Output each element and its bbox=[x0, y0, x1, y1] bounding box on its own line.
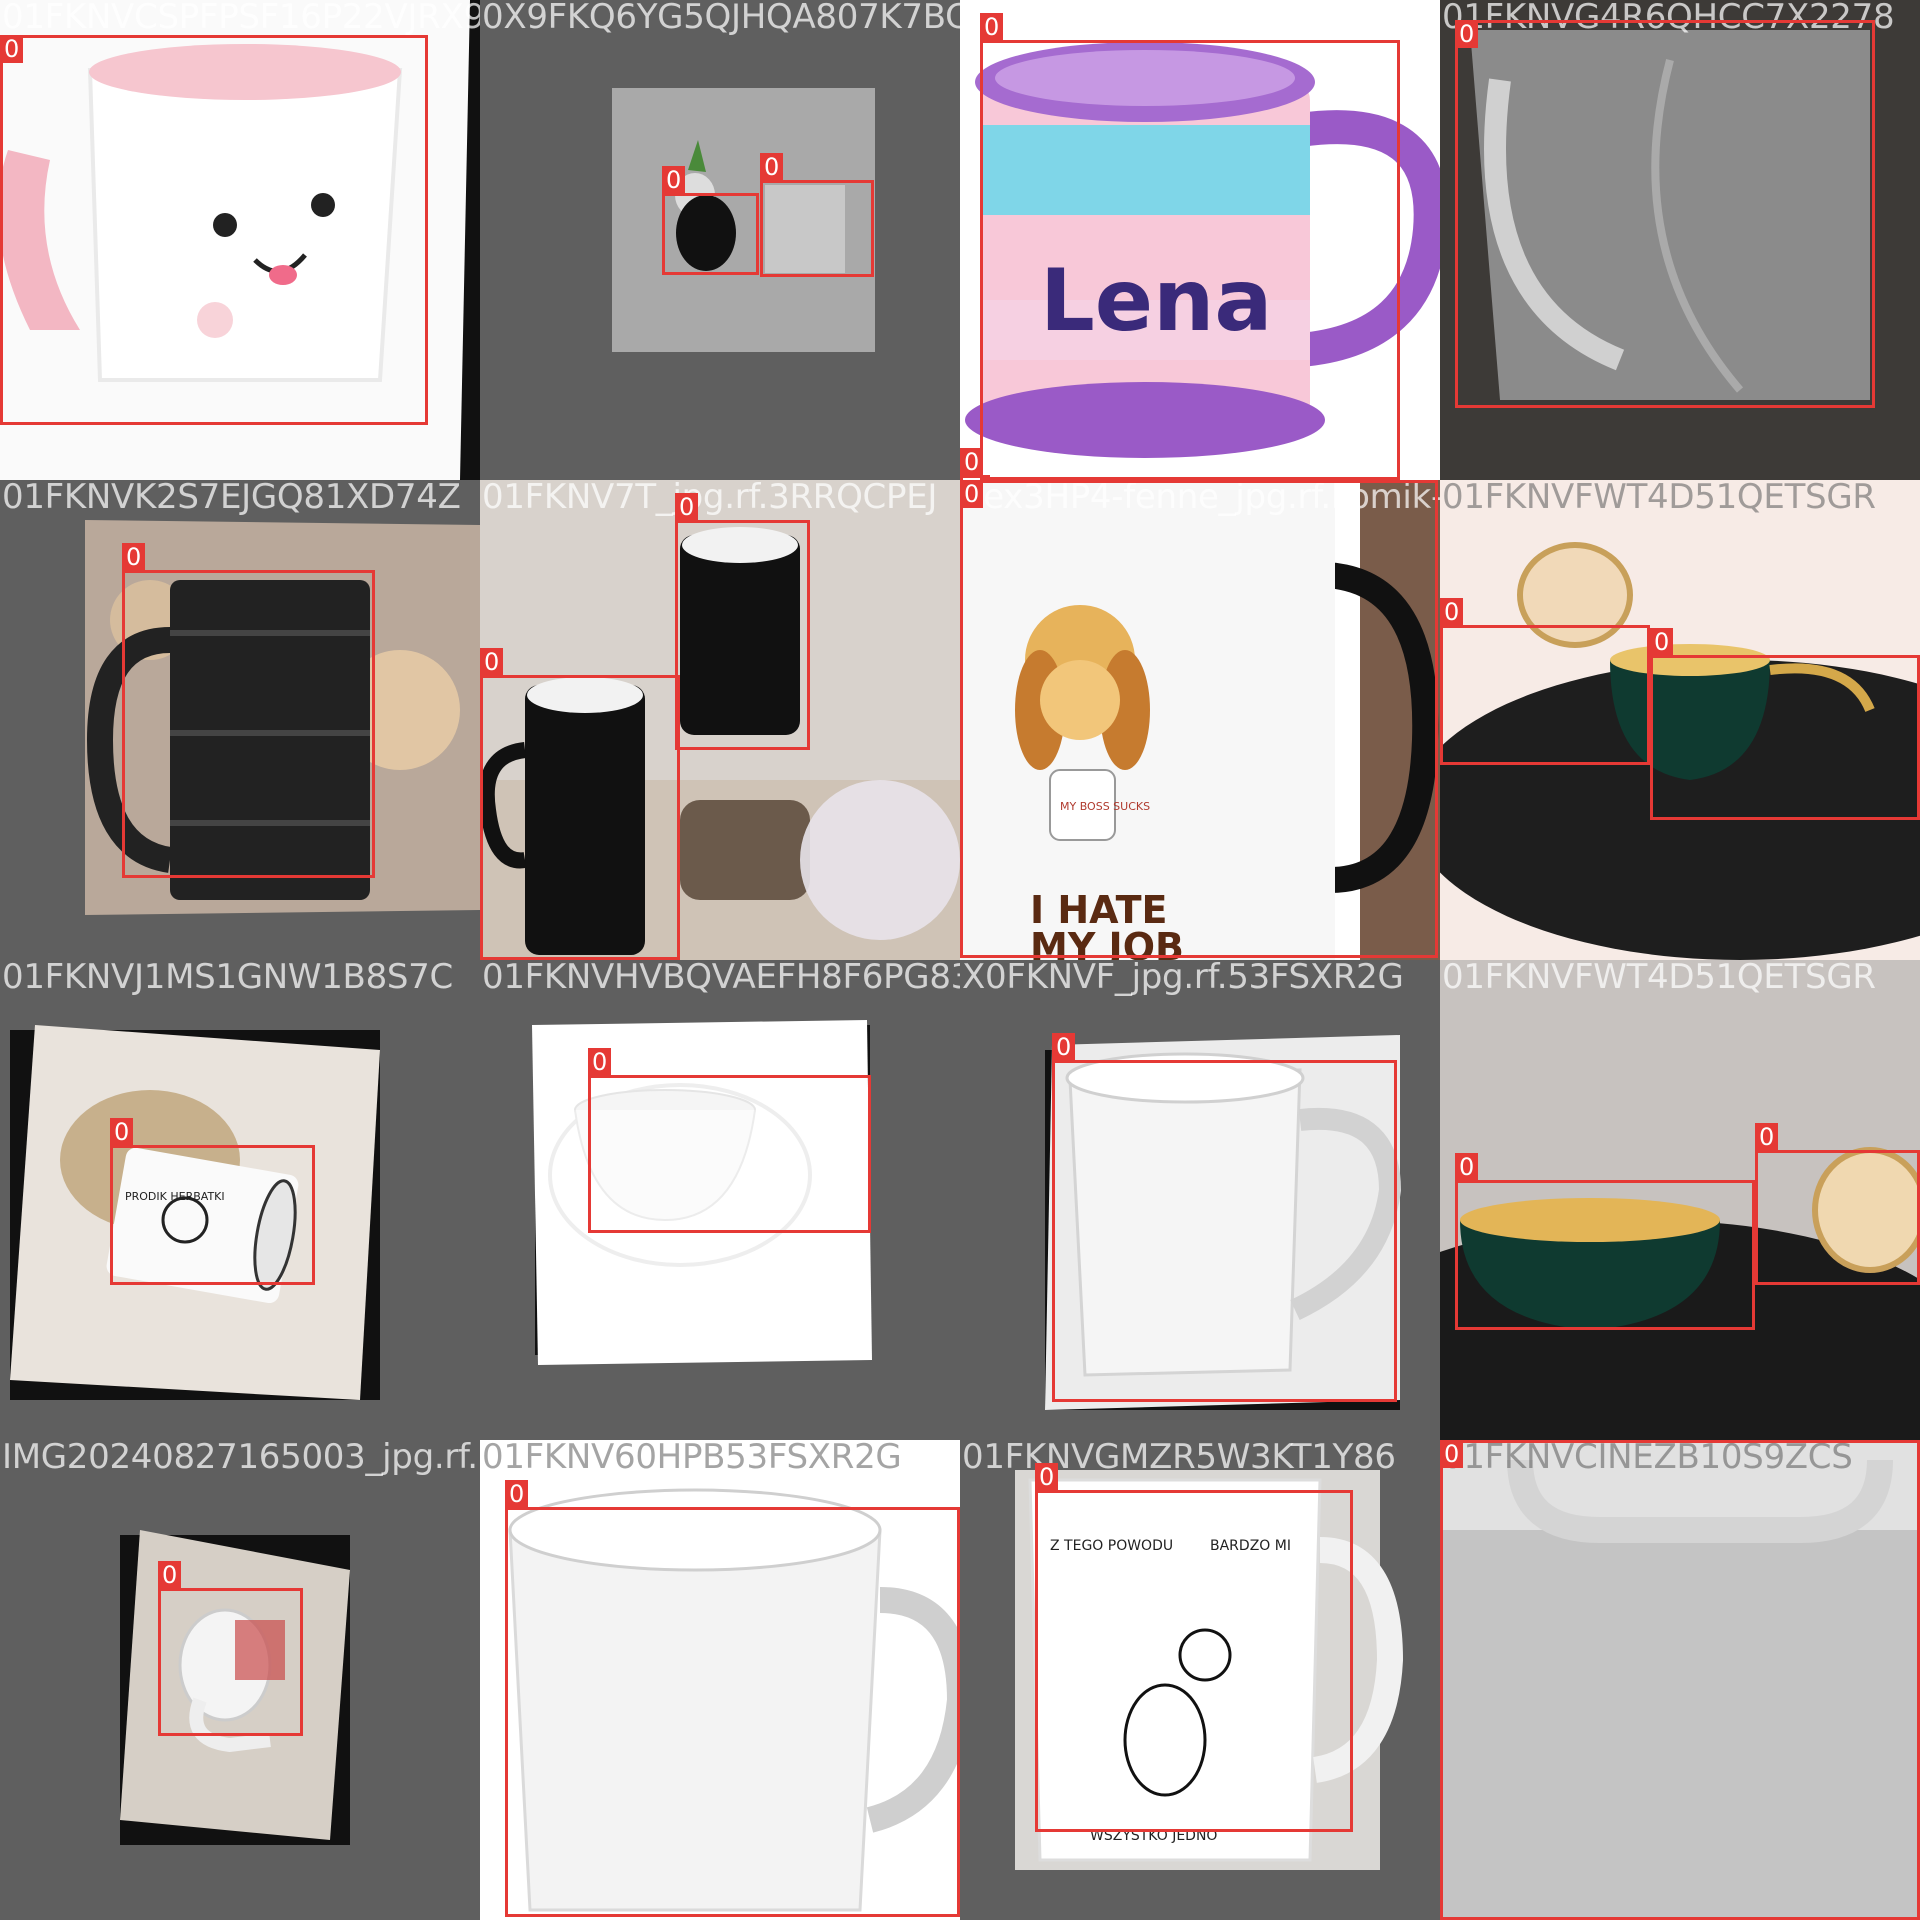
tile-caption: 01FKNVK2S7EJGQ81XD74Z bbox=[2, 480, 461, 517]
class-label: 0 bbox=[480, 648, 504, 676]
cat-text-top-right: BARDZO MI bbox=[1210, 1538, 1291, 1554]
class-label: 0 bbox=[662, 166, 686, 194]
detection-box: 0 bbox=[760, 153, 874, 277]
class-label: 0 bbox=[110, 1118, 134, 1146]
tile-caption: 01FKNV7T_jpg.rf.3RRQCPEJ bbox=[482, 480, 938, 517]
tile-2: Lena 01FKNVFX7JQBVP0VCGHJBRJ 0 0 bbox=[960, 0, 1440, 480]
black-mugs-photo bbox=[480, 480, 960, 960]
tire-mug-photo bbox=[85, 520, 480, 915]
tile-8: PRODIK HERBATKI 01FKNVJ1MS1GNW1B8S7C 0 bbox=[0, 960, 480, 1440]
tile-caption: 01FKNVFWT4D51QETSGR bbox=[1442, 480, 1876, 517]
lena-mug-photo: Lena bbox=[960, 0, 1440, 480]
class-label: 0 bbox=[505, 1480, 529, 1508]
rotated-mug-photo bbox=[120, 1530, 350, 1845]
class-label: 0 bbox=[122, 543, 146, 571]
detection-box: 0 bbox=[0, 35, 428, 425]
detection-box: 0 bbox=[960, 448, 990, 480]
tile-7: 01FKNVFWT4D51QETSGR 0 0 bbox=[1440, 480, 1920, 960]
tile-0: 01FKNVCSPFPSF16P22VJRX9KQV_jpg.rf 0 bbox=[0, 0, 480, 480]
detection-box: 0 bbox=[158, 1561, 303, 1736]
class-label: 0 bbox=[1650, 628, 1674, 656]
class-label: 0 bbox=[1440, 1440, 1464, 1468]
detection-box: 0 bbox=[960, 480, 1438, 958]
cup-saucer-photo bbox=[532, 1020, 872, 1365]
detection-box: 0 bbox=[1755, 1123, 1920, 1285]
tile-14: Z TEGO POWODU BARDZO MI WSZYSTKO JEDNO 0… bbox=[960, 1440, 1440, 1920]
detection-box: 0 bbox=[122, 543, 375, 878]
class-label: 0 bbox=[588, 1048, 612, 1076]
gray-mug-closeup-photo bbox=[1440, 1440, 1920, 1920]
class-label: 0 bbox=[760, 153, 784, 181]
tile-12: IMG20240827165003_jpg.rf. 0 bbox=[0, 1440, 480, 1920]
class-label: 0 bbox=[0, 35, 24, 63]
blurry-mug-photo bbox=[1440, 0, 1920, 480]
tile-3: 01FKNVG4R6QHCC7X2278 0 bbox=[1440, 0, 1920, 480]
detection-box: 0 bbox=[1035, 1463, 1353, 1832]
tile-caption: 01FKNVG4R6QHCC7X2278 bbox=[1442, 0, 1895, 37]
class-label: 0 bbox=[1455, 20, 1479, 48]
tile-caption: 01FKNVFWT4D51QETSGR bbox=[1442, 960, 1876, 997]
tile-caption: 01FKNVCSPFPSF16P22VJRX9KQV_jpg.rf bbox=[2, 0, 480, 37]
tile-caption: 01FKNVFX7JQBVP0VCGHJBRJ bbox=[962, 0, 1440, 37]
cat-text-bottom: WSZYSTKO JEDNO bbox=[1090, 1828, 1217, 1844]
class-label: 0 bbox=[980, 13, 1004, 41]
class-label: 0 bbox=[1052, 1033, 1076, 1061]
tile-9: 01FKNVHVBQVAEFH8F6PG83 0 bbox=[480, 960, 960, 1440]
tile-caption: 01FKNVGMZR5W3KT1Y86 bbox=[962, 1440, 1396, 1477]
detection-box: 0 bbox=[588, 1048, 871, 1233]
class-label: 0 bbox=[960, 448, 984, 476]
detection-box: 0 bbox=[110, 1118, 315, 1285]
class-label: 0 bbox=[675, 493, 699, 521]
class-label: 0 bbox=[960, 480, 984, 508]
hedgehog-text: PRODIK HERBATKI bbox=[125, 1190, 225, 1203]
hate-line-1: I HATE bbox=[1030, 888, 1168, 932]
tile-5: 01FKNV7T_jpg.rf.3RRQCPEJ 0 0 bbox=[480, 480, 960, 960]
hate-line-2: MY JOB bbox=[1030, 925, 1184, 960]
tile-caption: IMG20240827165003_jpg.rf. bbox=[2, 1440, 478, 1477]
detection-box: 0 bbox=[675, 493, 810, 750]
tile-caption: X0FKNVF_jpg.rf.53FSXR2G bbox=[962, 960, 1404, 997]
tile-caption: Sex3HP4-fenne_jpg.rf.komik-kupa-siyah-be… bbox=[962, 480, 1440, 517]
lena-text: Lena bbox=[1040, 251, 1272, 351]
puppy-mug-photo bbox=[0, 0, 480, 480]
tile-caption: 01FKNVJ1MS1GNW1B8S7C bbox=[2, 960, 453, 997]
gold-cups-photo-2 bbox=[1440, 960, 1920, 1440]
detection-box: 0 bbox=[1455, 1153, 1755, 1330]
detection-box: 0 bbox=[480, 648, 680, 960]
tile-caption: 01FKNV60HPB53FSXR2G bbox=[482, 1440, 902, 1477]
detection-box: 0 bbox=[1455, 20, 1875, 408]
shirt-text: MY BOSS SUCKS bbox=[1060, 800, 1150, 813]
detection-box: 0 bbox=[980, 13, 1400, 480]
gold-cups-photo bbox=[1440, 480, 1920, 960]
class-label: 0 bbox=[1455, 1153, 1479, 1181]
white-mug-photo bbox=[1045, 1035, 1402, 1410]
tile-1: 0X9FKQ6YG5QJHQA807K7BC 0 0 bbox=[480, 0, 960, 480]
class-label: 0 bbox=[1035, 1463, 1059, 1491]
tile-11: 01FKNVFWT4D51QETSGR 0 0 bbox=[1440, 960, 1920, 1440]
class-label: 0 bbox=[1440, 598, 1464, 626]
detection-box: 0 bbox=[505, 1480, 960, 1917]
tile-4: 01FKNVK2S7EJGQ81XD74Z 0 bbox=[0, 480, 480, 960]
detection-box: 0 bbox=[1440, 598, 1650, 765]
plant-and-mugs-photo bbox=[612, 88, 875, 352]
class-label: 0 bbox=[1755, 1123, 1779, 1151]
hedgehog-mug-photo: PRODIK HERBATKI bbox=[10, 1025, 380, 1400]
detection-box: 0 bbox=[1440, 1440, 1920, 1920]
tile-caption: 0X9FKQ6YG5QJHQA807K7BC bbox=[482, 0, 960, 37]
detection-box: 0 bbox=[1650, 628, 1920, 820]
tile-6: MY BOSS SUCKS I HATE MY JOB Sex3HP4-fenn… bbox=[960, 480, 1440, 960]
cat-text-top-left: Z TEGO POWODU bbox=[1050, 1538, 1173, 1554]
tile-caption: 01FKNVHVBQVAEFH8F6PG83 bbox=[482, 960, 960, 997]
hate-job-mug-photo: MY BOSS SUCKS I HATE MY JOB bbox=[960, 480, 1440, 960]
tile-13: 01FKNV60HPB53FSXR2G 0 bbox=[480, 1440, 960, 1920]
tile-caption: 01FKNVCINEZB10S9ZCS bbox=[1442, 1440, 1853, 1477]
white-mug-closeup-photo bbox=[480, 1440, 960, 1920]
tile-15: 01FKNVCINEZB10S9ZCS 0 bbox=[1440, 1440, 1920, 1920]
detection-box: 0 bbox=[662, 166, 759, 275]
class-label: 0 bbox=[158, 1561, 182, 1589]
detection-box: 0 bbox=[1052, 1033, 1397, 1402]
tile-10: X0FKNVF_jpg.rf.53FSXR2G 0 bbox=[960, 960, 1440, 1440]
